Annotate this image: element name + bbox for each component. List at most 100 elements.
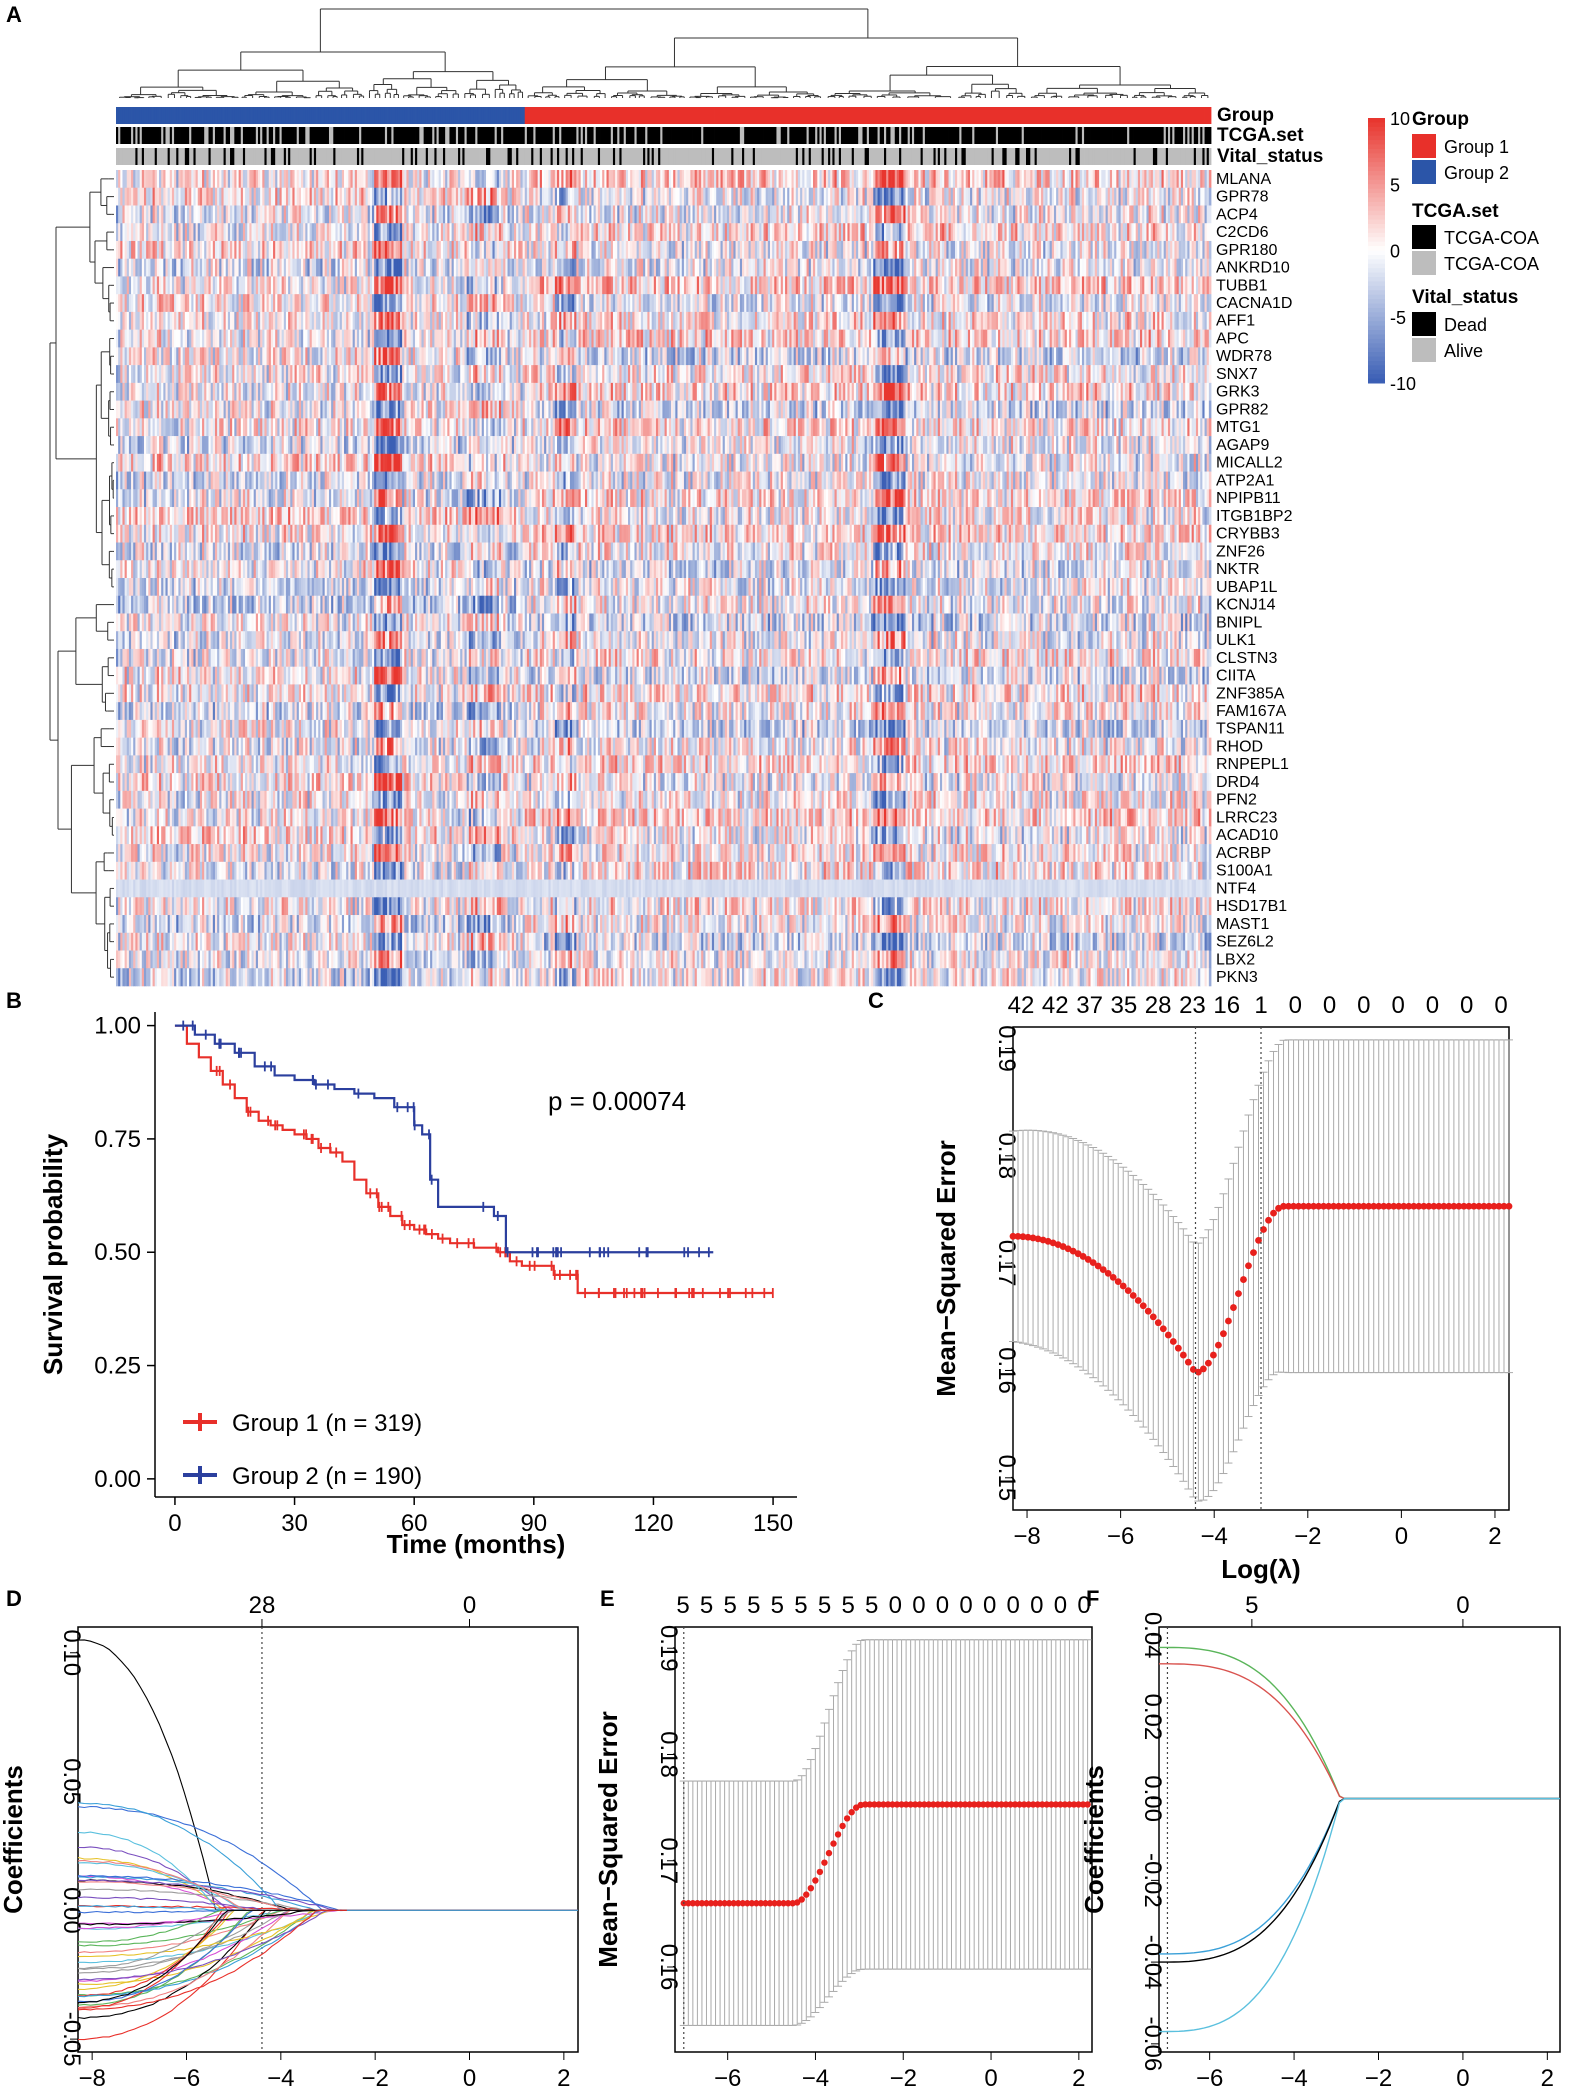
heatmap-cell	[935, 170, 939, 189]
heatmap-cell	[494, 170, 498, 189]
heatmap-cell	[389, 205, 392, 224]
heatmap-cell	[257, 205, 261, 224]
heatmap-cell	[559, 205, 562, 224]
heatmap-cell	[1144, 223, 1147, 242]
heatmap-cell	[716, 240, 719, 259]
heatmap-cell	[434, 170, 437, 189]
heatmap-cell	[959, 205, 962, 224]
heatmap-cell	[664, 170, 668, 189]
heatmap-cell	[948, 240, 952, 259]
heatmap-cell	[699, 205, 702, 224]
heatmap-cell	[118, 223, 121, 242]
heatmap-cell	[982, 205, 986, 224]
heatmap-cell	[1075, 187, 1079, 206]
heatmap-cell	[255, 258, 259, 277]
heatmap-cell	[389, 187, 392, 206]
heatmap-cell	[959, 170, 962, 189]
heatmap-cell	[451, 170, 455, 189]
heatmap-cell	[1146, 223, 1150, 242]
heatmap-cell	[982, 240, 986, 259]
heatmap-cell	[970, 205, 973, 224]
heatmap-cell	[1144, 258, 1147, 277]
heatmap-cell	[632, 205, 635, 224]
heatmap-cell	[339, 223, 343, 242]
heatmap-cell	[649, 187, 653, 206]
heatmap-cell	[935, 223, 939, 242]
heatmap-cell	[1002, 240, 1005, 259]
heatmap-cell	[782, 240, 786, 259]
heatmap-cell	[335, 205, 338, 224]
heatmap-cell	[346, 205, 349, 224]
heatmap-cell	[838, 170, 842, 189]
heatmap-cell	[993, 187, 997, 206]
heatmap-cell	[202, 205, 205, 224]
heatmap-cell	[978, 170, 982, 189]
heatmap-cell	[853, 170, 857, 189]
heatmap-cell	[933, 258, 937, 277]
heatmap-cell	[810, 240, 814, 259]
heatmap-cell	[651, 223, 655, 242]
heatmap-cell	[165, 187, 169, 206]
heatmap-cell	[1204, 170, 1208, 189]
heatmap-cell	[372, 240, 375, 259]
heatmap-cell	[369, 170, 373, 189]
heatmap-cell	[720, 187, 724, 206]
heatmap-cell	[257, 258, 261, 277]
heatmap-cell	[202, 258, 205, 277]
heatmap-cell	[384, 276, 388, 295]
heatmap-cell	[320, 258, 323, 277]
heatmap-cell	[615, 258, 618, 277]
heatmap-cell	[408, 205, 412, 224]
heatmap-cell	[281, 170, 285, 189]
heatmap-cell	[791, 240, 795, 259]
heatmap-cell	[593, 258, 597, 277]
heatmap-cell	[578, 170, 582, 189]
heatmap-cell	[251, 170, 255, 189]
heatmap-cell	[184, 276, 188, 295]
heatmap-cell	[868, 205, 872, 224]
heatmap-cell	[389, 276, 392, 295]
heatmap-cell	[511, 223, 515, 242]
heatmap-cell	[451, 205, 455, 224]
heatmap-cell	[748, 205, 752, 224]
heatmap-cell	[544, 258, 547, 277]
heatmap-cell	[548, 170, 551, 189]
heatmap-cell	[234, 258, 237, 277]
heatmap-cell	[1090, 258, 1094, 277]
heatmap-cell	[1010, 258, 1014, 277]
heatmap-cell	[634, 187, 638, 206]
heatmap-cell	[384, 187, 388, 206]
heatmap-cell	[688, 205, 691, 224]
heatmap-cell	[623, 205, 627, 224]
heatmap-cell	[1099, 170, 1102, 189]
heatmap-cell	[397, 258, 401, 277]
heatmap-cell	[888, 187, 891, 206]
heatmap-cell	[737, 258, 741, 277]
heatmap-cell	[830, 240, 833, 259]
heatmap-cell	[920, 170, 924, 189]
heatmap-cell	[268, 223, 272, 242]
heatmap-cell	[178, 205, 181, 224]
heatmap-cell	[572, 223, 575, 242]
heatmap-cell	[363, 258, 366, 277]
heatmap-cell	[597, 240, 601, 259]
heatmap-cell	[1187, 187, 1190, 206]
heatmap-cell	[531, 240, 534, 259]
heatmap-cell	[223, 187, 227, 206]
heatmap-cell	[1161, 258, 1165, 277]
heatmap-cell	[890, 258, 894, 277]
heatmap-cell	[972, 240, 975, 259]
heatmap-cell	[595, 187, 599, 206]
heatmap-cell	[974, 258, 977, 277]
heatmap-cell	[1062, 240, 1066, 259]
heatmap-cell	[914, 170, 917, 189]
heatmap-cell	[159, 240, 162, 259]
heatmap-cell	[595, 258, 599, 277]
heatmap-cell	[516, 170, 519, 189]
heatmap-cell	[206, 276, 209, 295]
heatmap-cell	[350, 240, 354, 259]
heatmap-cell	[316, 187, 319, 206]
heatmap-cell	[610, 223, 614, 242]
heatmap-cell	[699, 187, 702, 206]
heatmap-cell	[275, 187, 278, 206]
